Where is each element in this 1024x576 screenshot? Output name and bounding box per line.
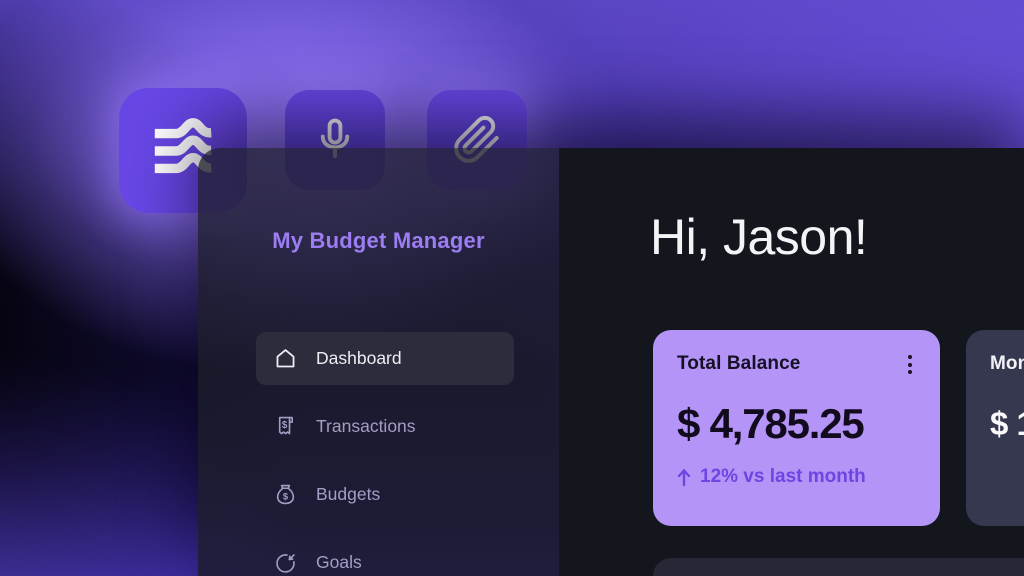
- sidebar-item-label: Dashboard: [316, 348, 402, 368]
- bottom-card-partial: [653, 558, 1024, 576]
- balance-amount: $ 4,785.25: [677, 400, 865, 447]
- delta-text: 12% vs last month: [700, 466, 866, 487]
- sidebar: My Budget Manager Dashboard: [198, 148, 559, 576]
- sidebar-item-label: Budgets: [316, 484, 381, 504]
- card-title: Total Balance: [677, 353, 801, 374]
- sidebar-nav: Dashboard $ Transactions: [256, 332, 514, 576]
- kebab-menu-icon[interactable]: [904, 353, 916, 376]
- receipt-dollar-icon: $: [273, 414, 298, 439]
- arrow-up-icon: [677, 468, 691, 487]
- svg-text:$: $: [282, 420, 288, 431]
- total-balance-card: Total Balance $ 4,785.25 12% vs last mon…: [653, 330, 940, 526]
- summary-cards-row: Total Balance $ 4,785.25 12% vs last mon…: [653, 330, 1024, 526]
- app-window: My Budget Manager Dashboard: [198, 148, 1024, 576]
- sidebar-item-goals[interactable]: Goals: [256, 536, 514, 576]
- monthly-amount: $ 1: [990, 405, 1024, 442]
- monthly-card: Mon $ 1: [966, 330, 1024, 526]
- money-bag-icon: $: [273, 482, 298, 507]
- card-title: Mon: [990, 353, 1024, 374]
- home-icon: [273, 346, 298, 371]
- sidebar-item-dashboard[interactable]: Dashboard: [256, 332, 514, 385]
- main-panel: Hi, Jason! Total Balance $ 4,785.25: [559, 148, 1024, 576]
- sidebar-item-transactions[interactable]: $ Transactions: [256, 400, 514, 453]
- sidebar-item-label: Transactions: [316, 416, 416, 436]
- greeting-heading: Hi, Jason!: [650, 209, 868, 265]
- svg-text:$: $: [283, 491, 289, 501]
- sidebar-item-label: Goals: [316, 552, 362, 572]
- sidebar-item-budgets[interactable]: $ Budgets: [256, 468, 514, 521]
- target-arrow-icon: [273, 550, 298, 575]
- app-title: My Budget Manager: [272, 228, 485, 253]
- balance-delta: 12% vs last month: [677, 466, 916, 488]
